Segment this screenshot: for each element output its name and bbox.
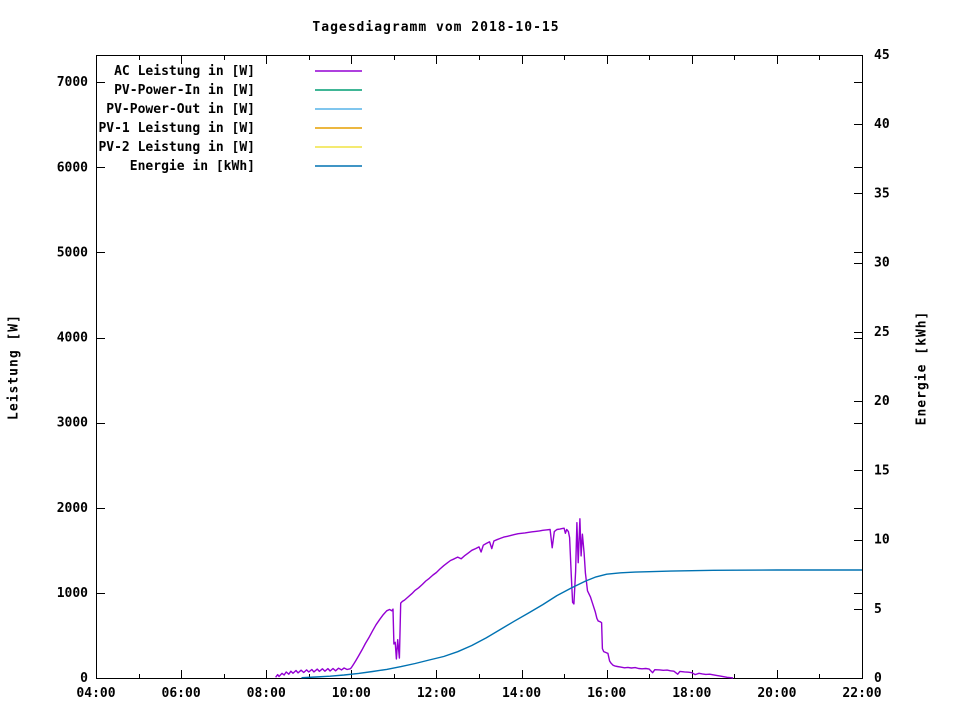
y-right-tick-label: 40 (874, 117, 890, 132)
x-tick-label: 22:00 (842, 686, 881, 701)
x-tick-label: 10:00 (332, 686, 371, 701)
y-right-tick-label: 45 (874, 48, 890, 63)
legend-label: PV-Power-In in [W] (114, 83, 255, 98)
legend-label: PV-1 Leistung in [W] (98, 121, 255, 136)
x-tick-label: 08:00 (247, 686, 286, 701)
y-right-tick-label: 30 (874, 256, 890, 271)
legend-label: Energie in [kWh] (130, 159, 255, 174)
chart-title: Tagesdiagramm vom 2018-10-15 (312, 20, 560, 35)
x-tick-label: 16:00 (587, 686, 626, 701)
x-tick-label: 14:00 (502, 686, 541, 701)
legend-label: AC Leistung in [W] (114, 64, 255, 79)
legend-label: PV-2 Leistung in [W] (98, 140, 255, 155)
y-right-tick-label: 20 (874, 394, 890, 409)
y-left-tick-label: 3000 (57, 416, 88, 431)
y-right-tick-label: 35 (874, 186, 890, 201)
plot-border (96, 55, 863, 679)
x-tick-label: 20:00 (757, 686, 796, 701)
y-right-tick-label: 0 (874, 671, 882, 686)
y-left-tick-label: 1000 (57, 586, 88, 601)
series-line-energie-in-kwh- (301, 569, 862, 679)
y-right-tick-label: 5 (874, 602, 882, 617)
series-line-ac-leistung-in-w- (275, 518, 734, 679)
x-tick-label: 04:00 (76, 686, 115, 701)
y-right-tick-label: 10 (874, 533, 890, 548)
legend-label: PV-Power-Out in [W] (106, 102, 255, 117)
y-left-tick-label: 7000 (57, 75, 88, 90)
y-left-tick-label: 0 (80, 671, 88, 686)
x-tick-label: 06:00 (162, 686, 201, 701)
y-left-tick-label: 2000 (57, 501, 88, 516)
x-tick-label: 12:00 (417, 686, 456, 701)
y-right-tick-label: 25 (874, 325, 890, 340)
y-left-tick-label: 5000 (57, 245, 88, 260)
y-left-tick-label: 4000 (57, 331, 88, 346)
x-tick-label: 18:00 (672, 686, 711, 701)
y-right-tick-label: 15 (874, 463, 890, 478)
y-left-tick-label: 6000 (57, 160, 88, 175)
